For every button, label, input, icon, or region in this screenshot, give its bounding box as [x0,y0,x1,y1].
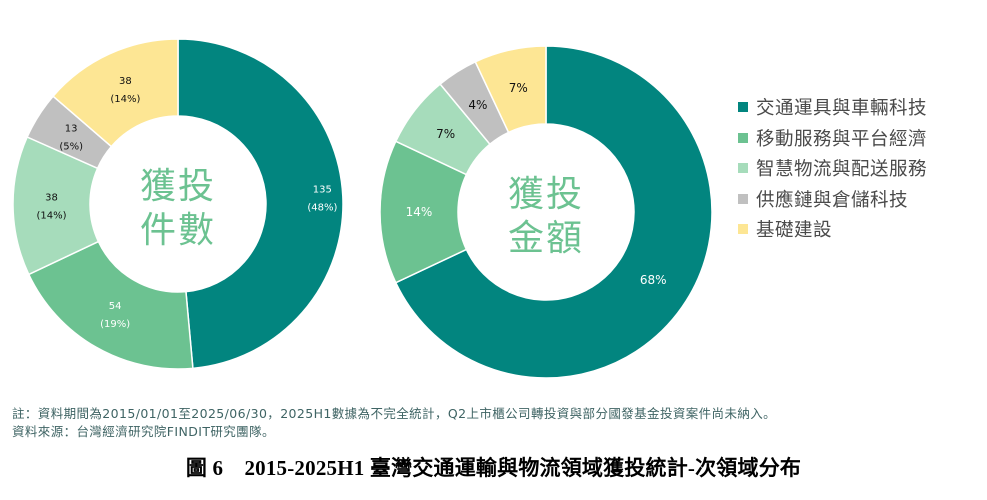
slice-label-vehicle-tech: 68% [640,273,667,287]
slice-label-mobility-services: 54 (19%) [100,301,130,330]
slice-label-infrastructure: 38 (14%) [110,76,140,105]
legend-swatch-icon [738,132,748,143]
donut-center-title: 獲投金額 [508,174,584,259]
legend-swatch-icon [738,193,748,204]
legend-label: 智慧物流與配送服務 [756,159,928,181]
donut-slice-infrastructure [474,45,547,134]
donut-slice-vehicle-tech [177,38,344,370]
legend: 交通運具與車輛科技 移動服務與平台經濟 智慧物流與配送服務 供應鏈與倉儲科技 基… [738,92,987,245]
donut-slice-vehicle-tech [394,45,713,379]
legend-swatch-icon [738,224,748,235]
legend-swatch-icon [738,163,748,174]
legend-item-mobility-services: 移動服務與平台經濟 [738,123,987,154]
legend-item-supply-chain: 供應鏈與倉儲科技 [738,184,987,215]
slice-label-supply-chain: 13 (5%) [59,123,83,152]
legend-label: 基礎建設 [756,220,833,242]
legend-item-smart-logistics: 智慧物流與配送服務 [738,153,987,184]
slice-label-smart-logistics: 38 (14%) [36,192,66,221]
donut-chart-deal-count: 135 (48%) 54 (19%) 38 (14%) 13 (5%) 38 (14%) 獲投件數 [12,38,344,370]
slice-label-smart-logistics: 7% [436,127,455,141]
donut-chart-deal-amount: 68% 14% 7% 4% 7% 獲投金額 [379,45,713,379]
legend-item-vehicle-tech: 交通運具與車輛科技 [738,92,987,123]
legend-label: 供應鏈與倉儲科技 [756,189,909,211]
donut-slice-infrastructure [52,38,179,148]
donut-slice-mobility-services [27,240,194,370]
legend-label: 交通運具與車輛科技 [756,98,928,120]
slice-label-supply-chain: 4% [468,98,487,112]
slice-label-mobility-services: 14% [406,205,433,219]
donut-charts: 135 (48%)54 (19%)38 (14%)13 (5%)38 (14%)獲投件數 … [12,38,713,379]
legend-swatch-icon [738,102,748,113]
slice-label-vehicle-tech: 135 (48%) [307,184,337,213]
data-period-note: 註：資料期間為2015/01/01至2025/06/30，2025H1數據為不完… [12,406,777,421]
legend-label: 移動服務與平台經濟 [756,128,928,150]
chart-notes: 註：資料期間為2015/01/01至2025/06/30，2025H1數據為不完… [12,405,776,441]
figure-caption: 圖 6 2015-2025H1 臺灣交通運輸與物流領域獲投統計-次領域分布 [185,456,802,480]
legend-item-infrastructure: 基礎建設 [738,214,987,245]
slice-label-infrastructure: 7% [509,81,528,95]
donut-center-title: 獲投件數 [140,166,216,251]
data-source-note: 資料來源：台灣經濟研究院FINDIT研究團隊。 [12,424,275,439]
